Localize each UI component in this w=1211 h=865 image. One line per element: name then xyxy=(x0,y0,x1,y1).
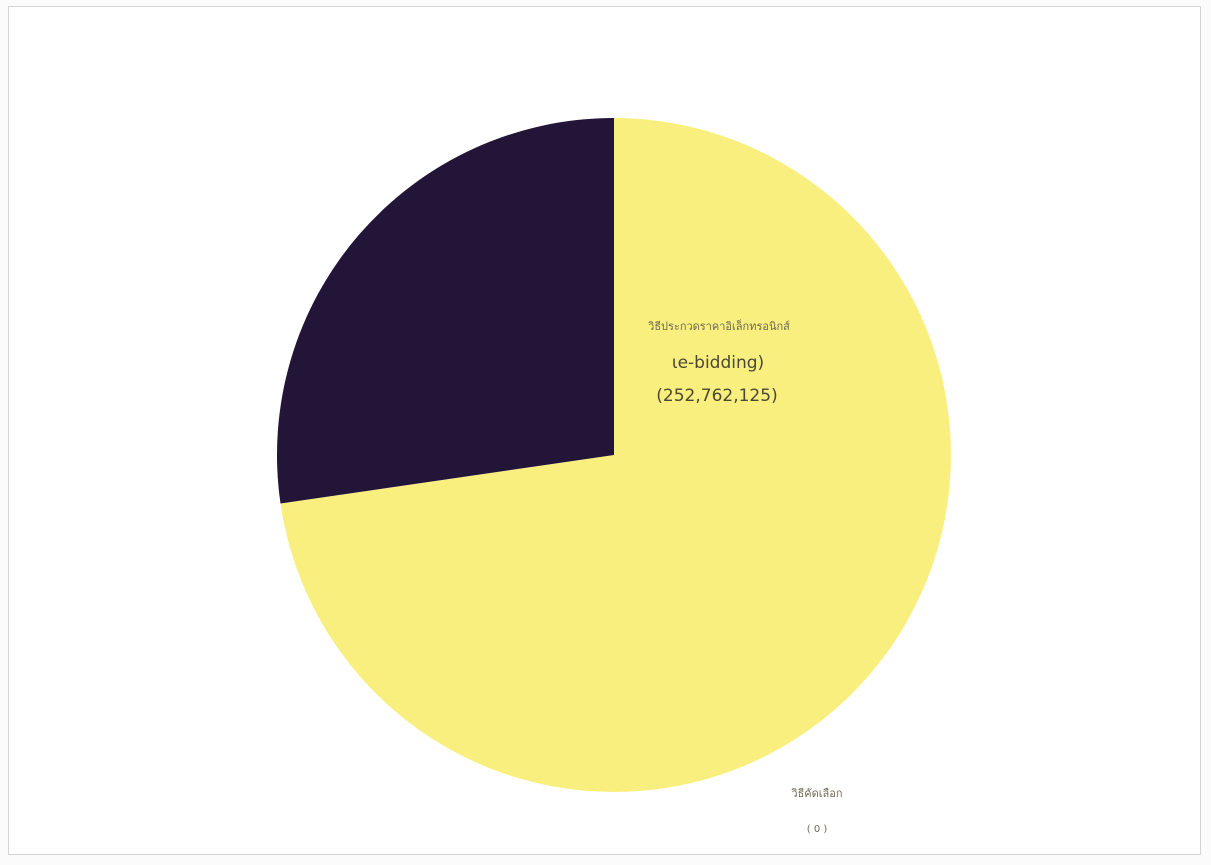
pie-slice-ebidding xyxy=(280,118,952,793)
slice-label-ebidding-value: (252,762,125) xyxy=(656,386,777,406)
pie-slice-selection xyxy=(277,118,614,504)
slice-label-ebidding-name: วิธีประกวดราคาอิเล็กทรอนิกส์ xyxy=(647,319,790,333)
slice-label-selection-name: วิธีคัดเลือก xyxy=(791,787,843,800)
pie-slices xyxy=(277,118,952,793)
slice-label-ebidding-subname: ιe-bidding) xyxy=(672,353,764,373)
slice-label-selection-value: ( 0 ) xyxy=(807,824,828,835)
